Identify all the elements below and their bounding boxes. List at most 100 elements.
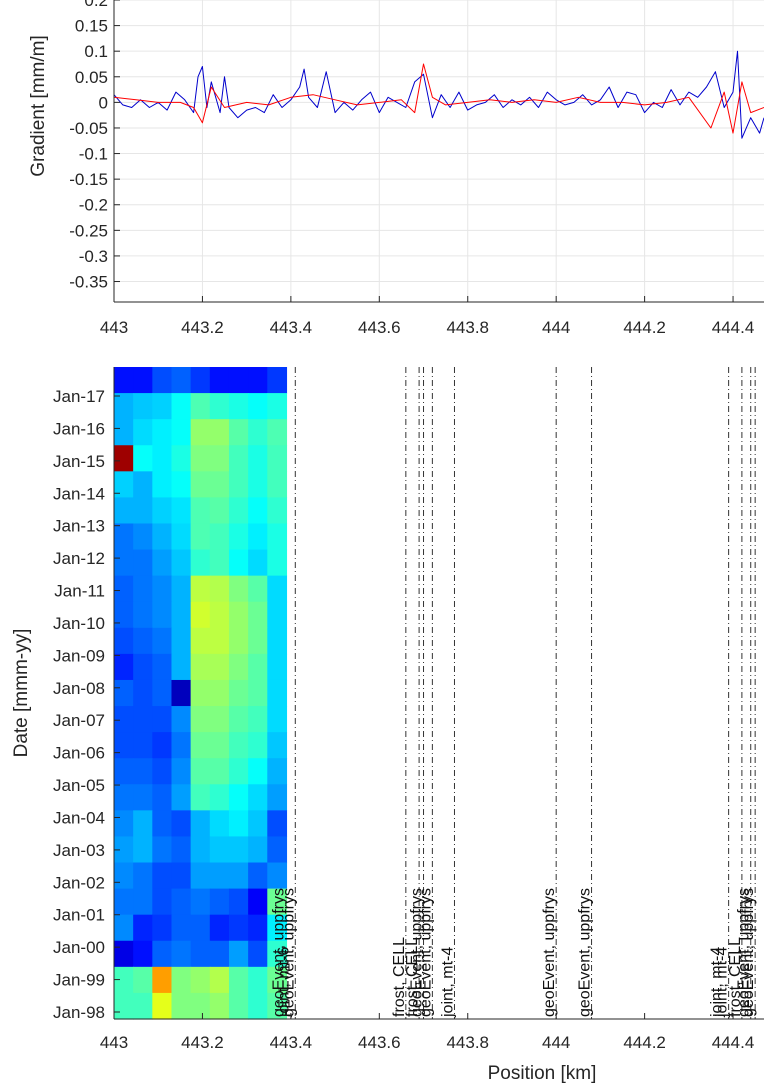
heatmap-cell-r9-c8 bbox=[267, 601, 288, 629]
heatmap-cell-r6-c3 bbox=[171, 523, 192, 551]
heatmap-cell-r12-c4 bbox=[190, 679, 211, 707]
event-label-13: geoEvent, uppfrys bbox=[736, 888, 753, 1017]
heatmap-cell-r5-c3 bbox=[171, 497, 192, 525]
heatmap-cell-r11-c7 bbox=[248, 653, 268, 681]
event-label-12: frost, CELL bbox=[727, 937, 744, 1017]
heatmap-cell-r16-c4 bbox=[190, 784, 211, 811]
heatmap-cell-r14-c6 bbox=[228, 732, 249, 759]
heatmap-cell-r4-c8 bbox=[267, 471, 288, 498]
heatmap-cell-r22-c7 bbox=[248, 940, 268, 968]
heatmap-cell-r20-c5 bbox=[209, 888, 230, 916]
heatmap-cell-r16-c5 bbox=[209, 784, 230, 811]
heatmap-cell-r0-c3 bbox=[171, 367, 192, 394]
heatmap-cell-r4-c6 bbox=[228, 471, 249, 498]
heatmap-cell-r23-c7 bbox=[248, 966, 268, 994]
heatmap-cell-r9-c2 bbox=[152, 601, 173, 629]
heatmap-cell-r20-c1 bbox=[133, 888, 153, 916]
heatmap-y-axis-label: Date [mmm-yy] bbox=[11, 629, 32, 758]
heatmap-cell-r4-c2 bbox=[152, 471, 173, 498]
heatmap-cell-r21-c3 bbox=[171, 914, 192, 942]
x-tick-label-444.2: 444.2 bbox=[623, 318, 666, 337]
event-label-6: geoEvent, uppfrys bbox=[417, 888, 434, 1017]
heatmap-cell-r11-c2 bbox=[152, 653, 173, 681]
event-label-4: frost, CELL bbox=[404, 937, 421, 1017]
heatmap-cell-r5-c8 bbox=[267, 497, 288, 525]
heatmap-cell-r21-c0 bbox=[114, 914, 134, 942]
heatmap-y-tick-label-Jan-09: Jan-09 bbox=[53, 646, 105, 665]
heatmap-y-tick-label-Jan-11: Jan-11 bbox=[54, 582, 105, 601]
heatmap-cell-r23-c1 bbox=[133, 966, 153, 994]
heatmap-cell-r17-c3 bbox=[171, 810, 192, 838]
heatmap-cell-r11-c1 bbox=[133, 653, 153, 681]
heatmap-cell-r8-c8 bbox=[267, 575, 288, 603]
heatmap-cell-r3-c6 bbox=[228, 445, 249, 472]
heatmap-cell-r15-c7 bbox=[248, 758, 268, 785]
heatmap-cell-r12-c5 bbox=[209, 679, 230, 707]
x-tick-label-444.4: 444.4 bbox=[712, 318, 755, 337]
heatmap-cell-r24-c5 bbox=[209, 992, 230, 1020]
heatmap-cell-r23-c6 bbox=[228, 966, 249, 994]
heatmap-cell-r18-c6 bbox=[228, 836, 249, 864]
heatmap-cell-r19-c8 bbox=[267, 862, 288, 890]
heatmap-y-tick-label-Jan-17: Jan-17 bbox=[53, 387, 105, 406]
heatmap-cell-r21-c8 bbox=[267, 914, 288, 942]
gradient-series bbox=[113, 50, 764, 139]
heatmap-cell-r8-c7 bbox=[248, 575, 268, 603]
gradient-line-chart: 443 443.2 443.4 443.6 443.8 444 444.2 444.4 0.2… bbox=[28, 0, 764, 337]
gradient-x-ticks: 443 443.2 443.4 443.6 443.8 444 444.2 444.4 bbox=[100, 296, 755, 337]
heatmap-cell-r6-c7 bbox=[248, 523, 268, 551]
heatmap-cell-r13-c1 bbox=[133, 706, 153, 733]
heatmap-cell-r16-c1 bbox=[133, 784, 153, 811]
heatmap-cell-r5-c6 bbox=[228, 497, 249, 525]
heatmap-cell-r8-c4 bbox=[190, 575, 211, 603]
heatmap-cell-r5-c0 bbox=[114, 497, 134, 525]
heatmap-cell-r10-c4 bbox=[190, 627, 211, 655]
heatmap-cell-r17-c4 bbox=[190, 810, 211, 838]
heatmap-cell-r9-c1 bbox=[133, 601, 153, 629]
heatmap-cell-r24-c0 bbox=[114, 992, 134, 1020]
heatmap-cell-r9-c4 bbox=[190, 601, 211, 629]
heatmap-cell-r10-c2 bbox=[152, 627, 173, 655]
x-tick-label-443.4: 443.4 bbox=[270, 318, 313, 337]
heatmap-cell-r5-c1 bbox=[133, 497, 153, 525]
heatmap-cell-r8-c0 bbox=[114, 575, 134, 603]
heatmap-cell-r4-c5 bbox=[209, 471, 230, 498]
heatmap-cell-r15-c5 bbox=[209, 758, 230, 785]
heatmap-cell-r14-c5 bbox=[209, 732, 230, 759]
heatmap-cell-r2-c2 bbox=[152, 419, 173, 446]
heatmap-cell-r8-c2 bbox=[152, 575, 173, 603]
heatmap-cell-r7-c4 bbox=[190, 549, 211, 577]
heatmap-cell-r7-c5 bbox=[209, 549, 230, 577]
heatmap-cell-r9-c3 bbox=[171, 601, 192, 629]
heatmap-cell-r11-c6 bbox=[228, 653, 249, 681]
heatmap-cell-r4-c0 bbox=[114, 471, 134, 498]
event-label-7: joint, mt-4 bbox=[440, 947, 457, 1018]
heatmap-cell-r8-c6 bbox=[228, 575, 249, 603]
heatmap-cell-r12-c2 bbox=[152, 679, 173, 707]
heatmap-cell-r19-c2 bbox=[152, 862, 173, 890]
y-tick-label--0.25: -0.25 bbox=[69, 221, 108, 240]
heatmap-x-tick-label-444.2: 444.2 bbox=[623, 1033, 666, 1052]
heatmap-cell-r1-c2 bbox=[152, 393, 173, 420]
series-line-blue bbox=[113, 50, 764, 139]
y-tick-label-0.1: 0.1 bbox=[84, 42, 108, 61]
heatmap-cell-r18-c3 bbox=[171, 836, 192, 864]
heatmap-y-tick-label-Jan-99: Jan-99 bbox=[53, 971, 105, 990]
heatmap-cell-r6-c4 bbox=[190, 523, 211, 551]
heatmap-cell-r16-c8 bbox=[267, 784, 288, 811]
heatmap-cell-r2-c4 bbox=[190, 419, 211, 446]
y-tick-label--0.1: -0.1 bbox=[79, 145, 108, 164]
heatmap-cell-r22-c4 bbox=[190, 940, 211, 968]
heatmap-y-tick-label-Jan-06: Jan-06 bbox=[53, 744, 105, 763]
heatmap-cell-r4-c3 bbox=[171, 471, 192, 498]
heatmap-cell-r15-c8 bbox=[267, 758, 288, 785]
heatmap-cell-r3-c4 bbox=[190, 445, 211, 472]
y-tick-label--0.3: -0.3 bbox=[79, 247, 108, 266]
gradient-y-axis-label: Gradient [mm/m] bbox=[28, 35, 49, 176]
heatmap-cell-r18-c5 bbox=[209, 836, 230, 864]
heatmap-cell-r3-c1 bbox=[133, 445, 153, 472]
heatmap-cell-r21-c7 bbox=[248, 914, 268, 942]
heatmap-cell-r12-c8 bbox=[267, 679, 288, 707]
heatmap-cell-r21-c5 bbox=[209, 914, 230, 942]
event-label-11: joint, mt-4 bbox=[709, 947, 726, 1018]
